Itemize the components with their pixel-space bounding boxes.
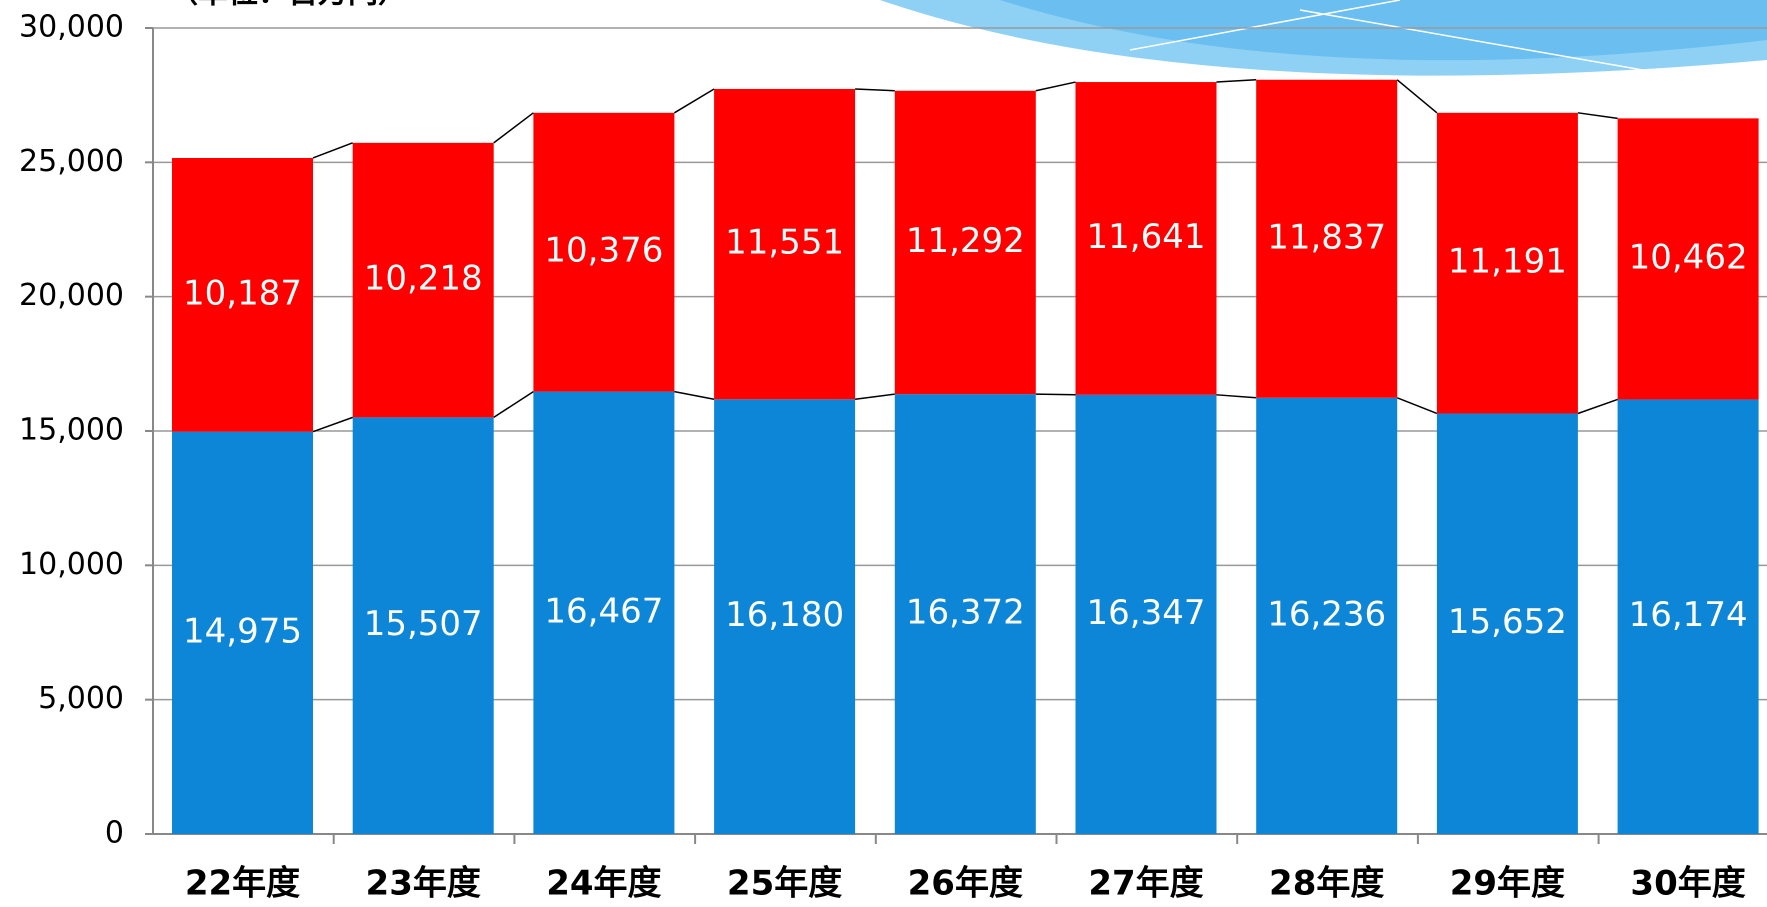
x-tick-label: 22年度 (185, 864, 300, 904)
bar-segment (714, 88, 856, 400)
series-line (312, 416, 353, 433)
y-tick-label: 25,000 (19, 144, 124, 179)
series-line (674, 390, 715, 401)
series-line (1216, 79, 1257, 83)
bar-segment (1075, 82, 1217, 395)
y-tick-label: 20,000 (19, 278, 124, 313)
bar-segment (894, 90, 1036, 395)
series-line (1577, 112, 1618, 120)
value-label: 14,975 (183, 611, 302, 651)
bar-segment (533, 391, 675, 834)
bar-segment (1075, 394, 1217, 834)
value-label: 11,551 (725, 223, 844, 263)
bar-segment (1256, 397, 1398, 834)
bar-segment (1436, 112, 1578, 414)
x-tick-label: 23年度 (366, 864, 481, 904)
bar-segment (1436, 413, 1578, 834)
bar-segment (714, 399, 856, 834)
series-line (1216, 394, 1257, 399)
series-line (855, 393, 895, 401)
value-label: 15,652 (1448, 602, 1567, 642)
x-tick-label: 30年度 (1630, 864, 1745, 904)
value-label: 10,187 (183, 273, 302, 313)
value-label: 11,641 (1087, 217, 1206, 257)
value-label: 10,462 (1629, 237, 1748, 277)
bar-segment (352, 417, 494, 834)
value-label: 16,236 (1267, 594, 1386, 634)
series-line (855, 88, 895, 92)
bar-segment (172, 157, 313, 432)
value-label: 16,372 (906, 593, 1025, 633)
value-label: 10,376 (544, 231, 663, 271)
series-line (1577, 398, 1618, 415)
series-line (1396, 79, 1438, 114)
value-label: 16,174 (1629, 595, 1748, 635)
value-label: 16,180 (725, 595, 844, 635)
value-label: 16,467 (544, 591, 663, 631)
y-tick-label: 5,000 (38, 681, 124, 716)
bar-segment (1617, 118, 1759, 400)
bar-segment (172, 431, 313, 834)
value-label: 10,218 (364, 259, 483, 299)
y-tick-label: 15,000 (19, 413, 124, 448)
value-label: 11,292 (906, 221, 1025, 261)
unit-label: （単位：百万円） (168, 0, 408, 11)
value-label: 15,507 (364, 604, 483, 644)
bar-segment (894, 394, 1036, 834)
value-label: 11,837 (1267, 217, 1386, 257)
x-tick-label: 26年度 (908, 864, 1023, 904)
series-line (1035, 393, 1076, 396)
bar-segment (1617, 399, 1759, 834)
x-tick-label: 24年度 (546, 864, 661, 904)
label-backdrop (150, 0, 485, 30)
x-tick-label: 29年度 (1450, 864, 1565, 904)
bar-segment (352, 142, 494, 418)
series-line (1396, 397, 1438, 415)
y-tick-label: 10,000 (19, 547, 124, 582)
x-tick-label: 28年度 (1269, 864, 1384, 904)
series-line (312, 142, 353, 159)
x-tick-label: 25年度 (727, 864, 842, 904)
value-label: 11,191 (1448, 242, 1567, 282)
series-line (493, 390, 534, 419)
value-label: 16,347 (1087, 593, 1206, 633)
series-line (493, 112, 534, 144)
bar-segment (1256, 79, 1398, 398)
series-line (1035, 81, 1076, 92)
bar-segment (533, 112, 675, 392)
decoration (880, 0, 1767, 81)
x-tick-label: 27年度 (1088, 864, 1203, 904)
y-tick-label: 0 (105, 816, 124, 851)
y-tick-label: 30,000 (19, 10, 124, 45)
series-line (674, 88, 715, 114)
